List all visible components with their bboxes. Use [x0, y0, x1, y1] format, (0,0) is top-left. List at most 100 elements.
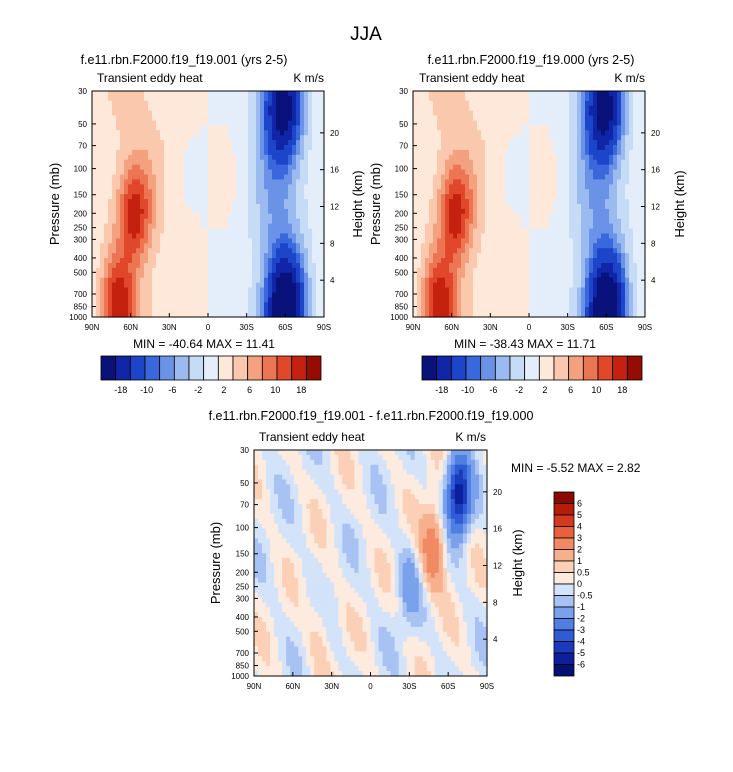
field-cell	[284, 312, 289, 318]
field-cell	[601, 125, 606, 131]
field-cell	[152, 169, 157, 176]
field-cell	[288, 258, 293, 264]
field-cell	[172, 110, 177, 117]
field-cell	[445, 140, 450, 146]
field-cell	[140, 208, 145, 215]
field-cell	[96, 110, 101, 117]
field-cell	[224, 223, 229, 230]
field-cell	[537, 258, 542, 264]
field-cell	[100, 307, 105, 313]
field-cell	[212, 135, 217, 141]
field-cell	[112, 228, 117, 235]
field-cell	[272, 149, 277, 156]
field-cell	[581, 105, 586, 112]
field-cell	[188, 140, 193, 146]
field-cell	[212, 248, 217, 254]
field-cell	[116, 213, 121, 220]
field-cell	[128, 287, 133, 294]
field-cell	[613, 262, 618, 269]
field-cell	[513, 248, 518, 254]
field-cell	[617, 218, 622, 225]
field-cell	[641, 100, 646, 107]
field-cell	[244, 262, 249, 269]
field-cell	[521, 95, 526, 102]
field-cell	[96, 312, 101, 318]
field-cell	[148, 159, 153, 166]
field-cell	[497, 95, 502, 102]
field-cell	[236, 238, 241, 244]
field-cell	[509, 238, 514, 244]
field-cell	[192, 154, 197, 161]
field-cell	[477, 213, 482, 220]
field-cell	[132, 312, 137, 318]
field-cell	[176, 312, 181, 318]
field-cell	[553, 272, 558, 279]
field-cell	[557, 105, 562, 112]
field-cell	[477, 105, 482, 112]
field-cell	[601, 223, 606, 230]
field-cell	[513, 272, 518, 279]
field-cell	[617, 169, 622, 176]
field-cell	[316, 184, 321, 190]
field-cell	[136, 110, 141, 117]
field-cell	[521, 159, 526, 166]
field-cell	[561, 130, 566, 136]
field-cell	[308, 145, 313, 151]
field-cell	[148, 277, 153, 284]
field-cell	[417, 100, 422, 107]
field-cell	[284, 258, 289, 264]
field-cell	[529, 228, 534, 235]
field-cell	[425, 238, 430, 244]
field-cell	[240, 110, 245, 117]
field-cell	[597, 95, 602, 102]
field-cell	[308, 233, 313, 239]
field-cell	[521, 189, 526, 195]
field-cell	[212, 287, 217, 294]
field-cell	[469, 110, 474, 117]
field-cell	[561, 120, 566, 126]
field-cell	[240, 213, 245, 220]
field-cell	[100, 174, 105, 181]
field-cell	[453, 189, 458, 195]
field-cell	[260, 204, 265, 210]
field-cell	[304, 110, 309, 117]
field-cell	[220, 100, 225, 107]
field-cell	[437, 145, 442, 151]
field-cell	[180, 302, 185, 308]
field-cell	[453, 140, 458, 146]
field-cell	[304, 307, 309, 313]
field-cell	[160, 297, 165, 303]
field-cell	[457, 243, 462, 249]
field-cell	[264, 233, 269, 239]
field-cell	[473, 169, 478, 176]
field-cell	[473, 199, 478, 205]
colorbar-label: 2	[221, 385, 226, 395]
field-cell	[525, 184, 530, 190]
field-cell	[505, 194, 510, 200]
field-cell	[509, 100, 514, 107]
field-cell	[100, 208, 105, 215]
field-cell	[248, 194, 253, 200]
field-cell	[196, 223, 201, 230]
field-cell	[308, 115, 313, 122]
field-cell	[268, 149, 273, 156]
field-cell	[425, 179, 430, 185]
field-cell	[529, 174, 534, 181]
field-cell	[529, 159, 534, 166]
field-cell	[108, 130, 113, 136]
field-cell	[441, 130, 446, 136]
field-cell	[461, 135, 466, 141]
field-cell	[545, 238, 550, 244]
field-cell	[200, 277, 205, 284]
field-cell	[581, 120, 586, 126]
field-cell	[124, 262, 129, 269]
field-cell	[316, 154, 321, 161]
field-cell	[256, 95, 261, 102]
field-cell	[132, 174, 137, 181]
field-cell	[96, 277, 101, 284]
field-cell	[585, 95, 590, 102]
field-cell	[152, 228, 157, 235]
field-cell	[304, 258, 309, 264]
field-cell	[196, 282, 201, 289]
field-cell	[316, 100, 321, 107]
